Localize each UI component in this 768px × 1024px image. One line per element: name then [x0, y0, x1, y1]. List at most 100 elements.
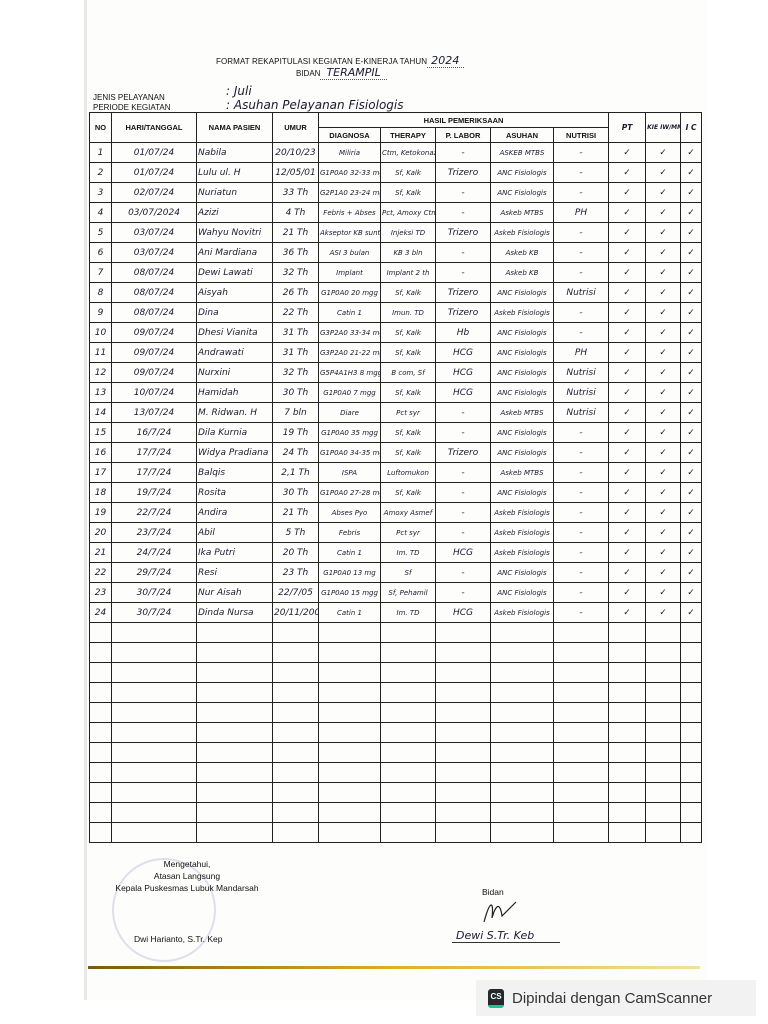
table-row: 19 22/7/24 Andira 21 Th Abses Pyo Amoxy Asmef… — [89, 502, 703, 523]
cell-ic: ✓ — [680, 182, 703, 203]
cell-nutrisi: - — [552, 302, 610, 323]
cell-kie: ✓ — [645, 302, 682, 323]
cell-name: Widya Pradiana — [196, 442, 273, 463]
cell-no: 11 — [89, 342, 112, 363]
cell-ic: ✓ — [680, 322, 703, 343]
empty-cell — [552, 702, 610, 723]
cell-name: Balqis — [196, 462, 273, 483]
cell-pt: ✓ — [608, 522, 647, 543]
bidan-title: Bidan — [482, 887, 504, 897]
empty-cell — [435, 722, 491, 743]
empty-cell — [490, 762, 554, 783]
supervisor-block: Mengetahui, Atasan Langsung Kepala Puske… — [82, 858, 292, 894]
cell-therapy: Injeksi TD — [380, 222, 436, 243]
table-row: 17 17/7/24 Balqis 2,1 Th ISPA Luftomukon - Aske… — [89, 462, 703, 483]
cell-nutrisi: - — [552, 442, 610, 463]
cell-therapy: Pct, Amoxy Ctm, Dexa — [380, 202, 436, 223]
table-row: 13 10/07/24 Hamidah 30 Th G1P0A0 7 mgg Sf, Ka… — [89, 382, 703, 403]
cell-nutrisi: - — [552, 462, 610, 483]
empty-cell — [435, 682, 491, 703]
table-row: 11 09/07/24 Andrawati 31 Th G3P2A0 21-22 mg S… — [89, 342, 703, 363]
cell-no: 23 — [89, 582, 112, 603]
empty-cell — [680, 682, 703, 703]
cell-name: Ani Mardiana — [196, 242, 273, 263]
empty-cell — [318, 802, 381, 823]
mengetahui-text: Mengetahui, — [163, 859, 211, 869]
empty-cell — [645, 622, 682, 643]
cell-pt: ✓ — [608, 402, 647, 423]
official-stamp — [112, 858, 216, 962]
cell-name: Dinda Nursa — [196, 602, 273, 623]
cell-age: 32 Th — [272, 262, 319, 283]
cell-date: 03/07/2024 — [111, 202, 197, 223]
cell-no: 7 — [89, 262, 112, 283]
empty-cell — [645, 742, 682, 763]
cell-no: 12 — [89, 362, 112, 383]
cell-ic: ✓ — [680, 602, 703, 623]
cell-therapy: Sf, Kalk — [380, 182, 436, 203]
empty-cell — [380, 782, 436, 803]
cell-age: 24 Th — [272, 442, 319, 463]
empty-cell — [318, 622, 381, 643]
cell-asuhan: Askeb KB — [490, 242, 554, 263]
cell-pt: ✓ — [608, 562, 647, 583]
cell-date: 03/07/24 — [111, 242, 197, 263]
empty-row — [89, 802, 703, 823]
empty-cell — [435, 762, 491, 783]
cell-name: Dina — [196, 302, 273, 323]
cell-labor: Trizero — [435, 442, 491, 463]
empty-cell — [89, 682, 112, 703]
empty-cell — [645, 722, 682, 743]
empty-row — [89, 822, 703, 843]
cell-labor: Trizero — [435, 222, 491, 243]
empty-cell — [608, 642, 647, 663]
empty-row — [89, 762, 703, 783]
cell-no: 4 — [89, 202, 112, 223]
cell-ic: ✓ — [680, 422, 703, 443]
cell-therapy: Sf, Kalk — [380, 282, 436, 303]
cell-diagnosa: Akseptor KB suntik 1 bulan — [318, 222, 381, 243]
cell-pt: ✓ — [608, 442, 647, 463]
empty-cell — [272, 722, 319, 743]
cell-nutrisi: - — [552, 502, 610, 523]
cell-pt: ✓ — [608, 482, 647, 503]
empty-cell — [111, 742, 197, 763]
cell-date: 08/07/24 — [111, 262, 197, 283]
empty-cell — [608, 822, 647, 843]
cell-kie: ✓ — [645, 482, 682, 503]
col-labor: P. LABOR — [435, 127, 491, 143]
cell-kie: ✓ — [645, 522, 682, 543]
cell-nutrisi: Nutrisi — [552, 362, 610, 383]
cell-name: Nabila — [196, 142, 273, 163]
table-row: 2 01/07/24 Lulu ul. H 12/05/01 G1P0A0 32-33 … — [89, 162, 703, 183]
empty-cell — [645, 762, 682, 783]
cell-diagnosa: G1P0A0 35 mgg — [318, 422, 381, 443]
cell-ic: ✓ — [680, 442, 703, 463]
cell-name: Abil — [196, 522, 273, 543]
cell-age: 30 Th — [272, 482, 319, 503]
empty-cell — [435, 662, 491, 683]
empty-cell — [608, 682, 647, 703]
cell-age: 32 Th — [272, 362, 319, 383]
table-row: 10 09/07/24 Dhesi Vianita 31 Th G3P2A0 33-34… — [89, 322, 703, 343]
cell-diagnosa: G1P0A0 34-35 mg — [318, 442, 381, 463]
cell-age: 30 Th — [272, 382, 319, 403]
empty-cell — [196, 682, 273, 703]
cell-name: Nuriatun — [196, 182, 273, 203]
empty-cell — [196, 622, 273, 643]
empty-row — [89, 662, 703, 683]
empty-cell — [89, 642, 112, 663]
table-row: 18 19/7/24 Rosita 30 Th G1P0A0 27-28 mg Sf, K… — [89, 482, 703, 503]
cell-nutrisi: - — [552, 182, 610, 203]
cell-pt: ✓ — [608, 222, 647, 243]
table-row: 20 23/7/24 Abil 5 Th Febris Pct syr - Askeb Fis… — [89, 522, 703, 543]
table-row: 9 08/07/24 Dina 22 Th Catin 1 Imun. TD Trizero… — [89, 302, 703, 323]
cell-diagnosa: Miliria — [318, 142, 381, 163]
empty-cell — [680, 622, 703, 643]
cell-name: M. Ridwan. H — [196, 402, 273, 423]
cell-kie: ✓ — [645, 322, 682, 343]
cell-ic: ✓ — [680, 362, 703, 383]
cell-no: 19 — [89, 502, 112, 523]
cell-age: 12/05/01 — [272, 162, 319, 183]
cell-pt: ✓ — [608, 602, 647, 623]
